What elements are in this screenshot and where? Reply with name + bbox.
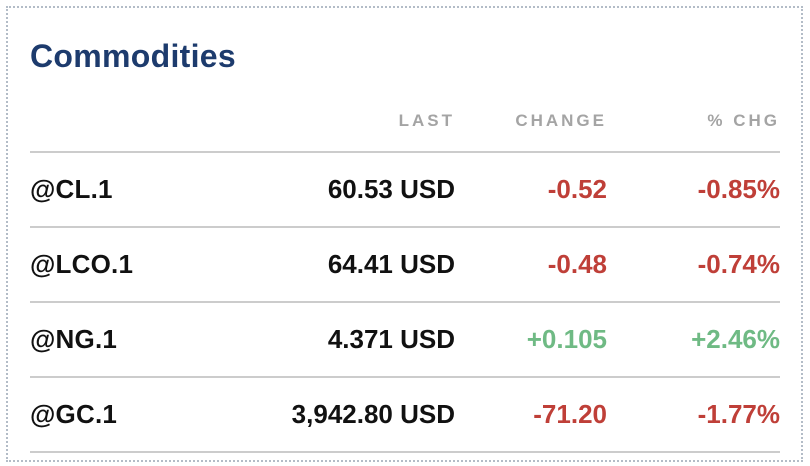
pct-change-value: -0.74% bbox=[697, 249, 780, 279]
commodities-widget: Commodities LAST CHANGE % CHG @CL.1 60.5… bbox=[6, 6, 803, 462]
last-price: 60.53 USD bbox=[327, 174, 455, 204]
last-price: 4.371 USD bbox=[327, 324, 455, 354]
pct-change-value: -0.85% bbox=[697, 174, 780, 204]
pct-change-value: +2.46% bbox=[691, 324, 780, 354]
last-price: 64.41 USD bbox=[327, 249, 455, 279]
symbol-label[interactable]: @NG.1 bbox=[30, 324, 118, 354]
change-value: -71.20 bbox=[533, 399, 607, 429]
symbol-label[interactable]: @CL.1 bbox=[30, 174, 113, 204]
last-price: 3,942.80 USD bbox=[291, 399, 455, 429]
table-row-lco1[interactable]: @LCO.1 64.41 USD -0.48 -0.74% bbox=[30, 228, 780, 303]
column-header-pct-chg: % CHG bbox=[707, 111, 780, 130]
table-row-ng1[interactable]: @NG.1 4.371 USD +0.105 +2.46% bbox=[30, 303, 780, 378]
pct-change-value: -1.77% bbox=[697, 399, 780, 429]
widget-title: Commodities bbox=[30, 38, 236, 74]
table-row-gc1[interactable]: @GC.1 3,942.80 USD -71.20 -1.77% bbox=[30, 378, 780, 453]
change-value: +0.105 bbox=[526, 324, 607, 354]
table-row-cl1[interactable]: @CL.1 60.53 USD -0.52 -0.85% bbox=[30, 153, 780, 228]
change-value: -0.48 bbox=[547, 249, 607, 279]
table-header-row: LAST CHANGE % CHG bbox=[30, 74, 780, 153]
column-header-change: CHANGE bbox=[515, 111, 607, 130]
symbol-label[interactable]: @LCO.1 bbox=[30, 249, 134, 279]
change-value: -0.52 bbox=[547, 174, 607, 204]
symbol-label[interactable]: @GC.1 bbox=[30, 399, 118, 429]
column-header-last: LAST bbox=[398, 111, 455, 130]
